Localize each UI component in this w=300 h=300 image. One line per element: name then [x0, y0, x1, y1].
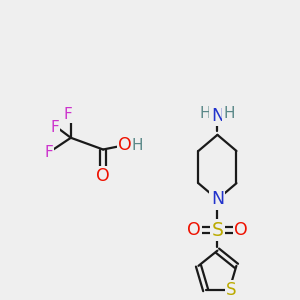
Text: F: F [64, 107, 72, 122]
Text: O: O [187, 221, 201, 239]
Text: O: O [96, 167, 110, 185]
Text: H: H [200, 106, 212, 121]
Text: O: O [118, 136, 132, 154]
Text: F: F [44, 145, 53, 160]
Text: F: F [50, 120, 59, 135]
Text: N: N [211, 107, 224, 125]
Text: S: S [226, 281, 237, 299]
Text: H: H [224, 106, 235, 121]
Text: N: N [211, 190, 224, 208]
Text: H: H [132, 138, 143, 153]
Text: S: S [212, 220, 224, 240]
Text: O: O [234, 221, 248, 239]
